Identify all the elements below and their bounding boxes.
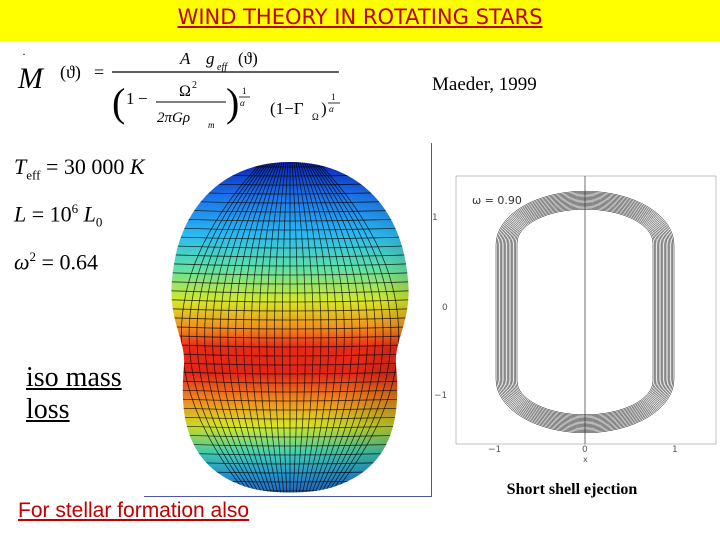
teff-subscript: eff [26, 167, 41, 183]
title-bar: WIND THEORY IN ROTATING STARS [0, 0, 720, 41]
formula-den-exp2-alpha: α [329, 104, 334, 114]
x-tick-1: 1 [672, 445, 678, 455]
plot-frame [455, 175, 717, 445]
formula-den-one: 1 [126, 89, 135, 108]
y-tick-neg1: −1 [434, 391, 447, 401]
formula-den-gamma: (1−Γ [270, 99, 304, 118]
param-luminosity: L = 106 L0 [14, 192, 145, 240]
short-shell-ejection-caption: Short shell ejection [506, 481, 638, 498]
shell-ring [498, 193, 672, 431]
shell-ring [505, 199, 665, 425]
mass-loss-formula: M · (ϑ) = A g eff (ϑ) ( 1 − Ω 2 2πGρ m )… [17, 47, 340, 130]
shell-rings [495, 190, 675, 434]
star-shading [171, 162, 409, 493]
stellar-formation-label: For stellar formation also [18, 499, 250, 522]
x-tick-0: 0 [582, 445, 588, 455]
luminosity-symbol: L [14, 201, 27, 227]
slide-title: WIND THEORY IN ROTATING STARS [177, 5, 543, 29]
formula-den-open-paren: ( [112, 80, 125, 125]
formula-den-exp2: 1 [331, 92, 336, 102]
formula-num-g-sub: eff [217, 62, 228, 73]
param-omega: ω2 = 0.64 [14, 240, 145, 279]
formula-den-exp: 1 [242, 86, 247, 96]
formula-den-2piG: 2πGρ [157, 110, 190, 126]
luminosity-unit-sub: 0 [95, 215, 103, 231]
shell-ring [516, 208, 654, 416]
plot-background [432, 146, 717, 466]
param-teff: Teff = 30 000 K [14, 150, 145, 192]
shell-ring [508, 201, 662, 423]
iso-mass-loss-label: iso mass loss [26, 362, 122, 426]
iso-label-line2: loss [26, 394, 70, 425]
formula-num-g: g [206, 49, 215, 68]
formula-equals: = [94, 62, 104, 82]
citation: Maeder, 1999 [432, 74, 537, 95]
omega-label: ω = 0.90 [472, 194, 522, 207]
shell-ring [513, 206, 657, 418]
omega-symbol: ω [14, 249, 30, 275]
formula-num-a: A [179, 49, 191, 68]
shell-ring [501, 195, 669, 429]
luminosity-exponent: 6 [71, 201, 79, 217]
frame-line-right [431, 143, 432, 497]
y-tick-1: 1 [432, 213, 438, 223]
formula-den-gamma-sub: Ω [312, 112, 319, 122]
formula-lhs-arg: (ϑ) [60, 62, 81, 83]
shell-ring [495, 190, 675, 434]
shell-ejection-plot: ω = 0.90 y 1 0 −1 −1 0 1 x [432, 146, 717, 466]
formula-den-omega-sq: 2 [192, 80, 197, 91]
formula-den-exp-alpha: α [240, 98, 245, 108]
shell-ring [509, 202, 661, 422]
star-parameters: Teff = 30 000 K L = 106 L0 ω2 = 0.64 [14, 150, 145, 279]
teff-value: = 30 000 [45, 154, 125, 179]
omega-value: = 0.64 [41, 249, 98, 275]
rotating-star-surface [171, 162, 409, 493]
formula-dot: · [22, 47, 26, 61]
y-tick-0: 0 [442, 303, 448, 313]
teff-symbol: T [14, 154, 27, 179]
formula-den-minus: − [138, 89, 148, 108]
omega-exponent: 2 [29, 249, 37, 265]
luminosity-unit: L [83, 201, 96, 227]
shell-ring [506, 200, 664, 424]
shell-ring [499, 194, 671, 430]
formula-den-omega: Ω [179, 83, 191, 100]
luminosity-value: = 10 [31, 201, 72, 227]
shell-ring [497, 192, 673, 432]
shell-ring [512, 205, 658, 419]
formula-den-close-paren: ) [226, 80, 239, 125]
formula-num-arg: (ϑ) [238, 49, 258, 68]
iso-label-line1: iso mass [26, 362, 122, 393]
frame-line-bottom [144, 496, 432, 497]
shell-ring [511, 204, 659, 420]
shell-ring [515, 207, 655, 417]
formula-den-gamma-close: ) [321, 99, 327, 118]
x-axis-label: x [583, 455, 588, 464]
teff-unit: K [129, 154, 145, 179]
shell-ring [504, 198, 666, 426]
shell-ring [502, 196, 668, 428]
formula-lhs: M [17, 62, 45, 95]
formula-den-rho-sub: m [208, 120, 215, 130]
x-tick-neg1: −1 [488, 445, 501, 455]
